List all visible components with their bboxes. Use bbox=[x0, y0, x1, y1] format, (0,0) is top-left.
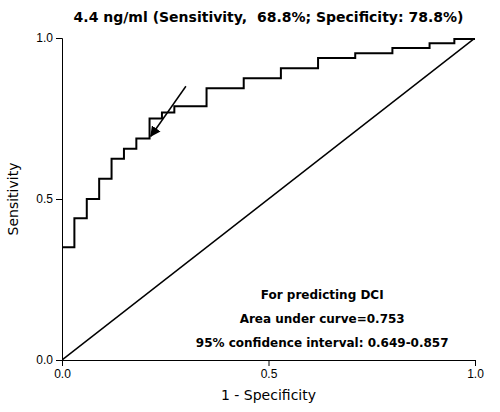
arrow bbox=[151, 86, 186, 136]
tick: 0.5 bbox=[261, 360, 278, 381]
tick-label: 0.5 bbox=[36, 192, 53, 206]
chart: 0.0 0.5 1.0 0.0 0.5 1.0 For predicting DCI Area… bbox=[0, 0, 500, 412]
annotation: 95% confidence interval: 0.649-0.857 bbox=[196, 336, 449, 350]
line bbox=[62, 38, 475, 360]
tick-mark bbox=[56, 199, 62, 200]
x-axis-title: 1 - Specificity bbox=[221, 387, 316, 403]
tick-mark bbox=[269, 360, 270, 366]
tick: 1.0 bbox=[467, 360, 484, 381]
annotation: For predicting DCI bbox=[261, 288, 384, 302]
y-axis-title: Sensitivity bbox=[5, 163, 21, 236]
annotations: For predicting DCI Area under curve=0.753… bbox=[196, 288, 449, 350]
tick-mark bbox=[56, 360, 62, 361]
line bbox=[62, 38, 475, 360]
axis-line bbox=[56, 39, 63, 361]
plot-area: 0.0 0.5 1.0 0.0 0.5 1.0 For predicting DCI Area… bbox=[36, 31, 484, 380]
y-axis: 0.0 0.5 1.0 bbox=[36, 31, 62, 367]
tick-mark bbox=[475, 360, 476, 366]
x-axis: 0.0 0.5 1.0 bbox=[54, 360, 484, 381]
tick: 0.0 bbox=[36, 353, 62, 367]
tick: 1.0 bbox=[36, 31, 62, 45]
tick-label: 1.0 bbox=[36, 31, 53, 45]
tick-label: 1.0 bbox=[467, 367, 484, 381]
marks bbox=[62, 38, 475, 360]
annotation: Area under curve=0.753 bbox=[240, 312, 405, 326]
tick: 0.5 bbox=[36, 192, 62, 206]
axis-line bbox=[63, 361, 476, 367]
tick-label: 0.0 bbox=[54, 367, 71, 381]
tick-label: 0.0 bbox=[36, 353, 53, 367]
tick: 0.0 bbox=[54, 360, 71, 381]
tick-mark bbox=[56, 38, 62, 39]
tick-label: 0.5 bbox=[261, 367, 278, 381]
title: 4.4 ng/ml (Sensitivity, 68.8%; Specifici… bbox=[74, 9, 464, 25]
